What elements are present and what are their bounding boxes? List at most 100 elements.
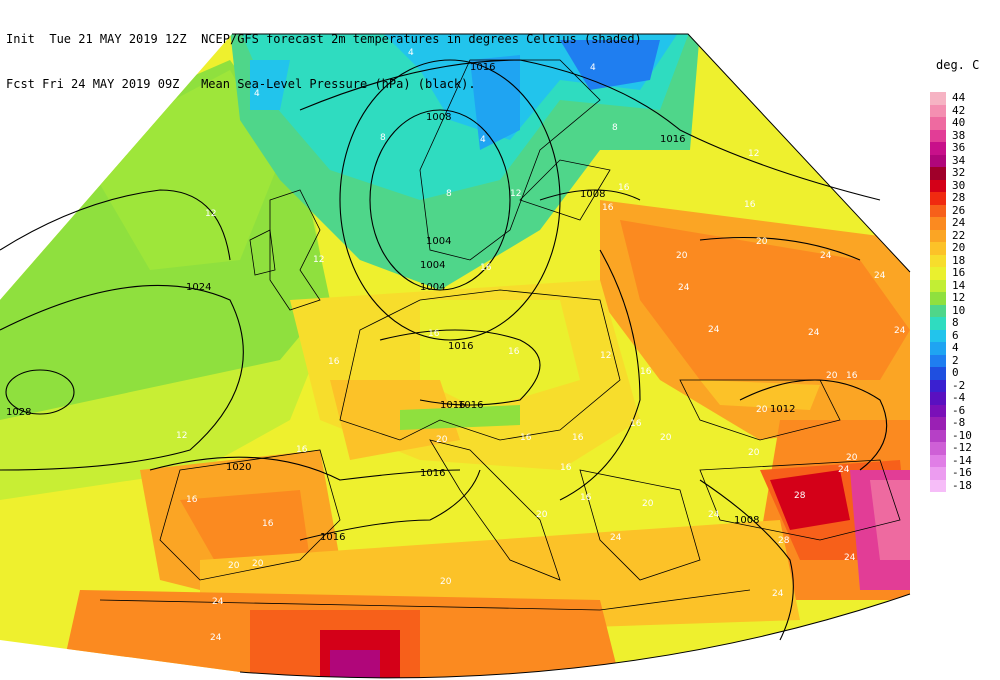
legend-swatch: [930, 204, 946, 217]
isobar-label: 1020: [226, 462, 251, 473]
legend-swatch: [930, 354, 946, 367]
temperature-label: 16: [520, 433, 532, 443]
legend-swatch: [930, 104, 946, 117]
legend-entry: 36: [930, 141, 996, 155]
legend-label: -4: [952, 391, 966, 404]
temperature-label: 16: [328, 357, 340, 367]
legend-entry: 32: [930, 166, 996, 180]
legend-label: -6: [952, 403, 966, 417]
header-forecast-line: Fcst Fri 24 MAY 2019 09Z Mean Sea-Level …: [6, 77, 476, 91]
temperature-label: 12: [205, 209, 216, 219]
temperature-label: 24: [838, 465, 850, 475]
temperature-label: 16: [580, 493, 592, 503]
temperature-label: 20: [846, 453, 858, 463]
legend-swatch: [930, 267, 946, 280]
temperature-label: 4: [254, 89, 260, 99]
isobar-label: 1016: [440, 400, 465, 411]
legend-label: 10: [952, 303, 966, 317]
legend-entry: 40: [930, 116, 996, 130]
temperature-label: 24: [708, 510, 720, 520]
temperature-label: 16: [630, 419, 642, 429]
legend-entry: -6: [930, 403, 996, 417]
temperature-label: 16: [602, 203, 614, 213]
legend-swatch: [930, 417, 946, 430]
temperature-label: 24: [678, 283, 690, 293]
legend-entry: 24: [930, 216, 996, 230]
isobar-label: 1016: [448, 341, 473, 352]
legend-entry: 26: [930, 204, 996, 217]
legend-entry: -2: [930, 378, 996, 392]
temperature-label: 28: [794, 491, 806, 501]
temperature-label: 16: [572, 433, 584, 443]
temperature-label: 24: [844, 553, 856, 563]
legend-label: 38: [952, 128, 966, 142]
temperature-label: 24: [828, 619, 840, 629]
temperature-label: 12: [510, 189, 521, 199]
temperature-label: 20: [436, 435, 448, 445]
legend-label: 6: [952, 328, 959, 342]
legend-label: 2: [952, 353, 959, 367]
legend-swatch: [930, 129, 946, 142]
legend-swatch: [930, 329, 946, 342]
temperature-label: 16: [744, 200, 756, 210]
legend-label: -12: [952, 441, 972, 454]
isobar-label-group: 1024 1028 1020 1016 1016 1016 1016 1016 …: [6, 62, 795, 543]
isobar-label: 1016: [470, 62, 495, 73]
isobar-label: 1024: [186, 282, 211, 293]
legend-swatch: [930, 442, 946, 455]
legend-label: 0: [952, 366, 959, 379]
legend-swatch: [930, 392, 946, 405]
legend-entry: -12: [930, 441, 996, 455]
isobar-label: 1004: [426, 236, 451, 247]
legend-swatch: [930, 167, 946, 180]
legend-swatch: [930, 229, 946, 242]
legend-label: 36: [952, 141, 966, 154]
legend-swatch: [930, 279, 946, 292]
legend-label: 44: [952, 91, 966, 104]
legend-swatch: [930, 117, 946, 130]
temperature-label: 20: [748, 448, 760, 458]
temperature-label: 20: [642, 499, 654, 509]
legend-entry: -8: [930, 416, 996, 430]
isobar-label: 1016: [320, 532, 345, 543]
legend-swatch: [930, 317, 946, 330]
temperature-label: 24: [894, 326, 906, 336]
temperature-label: 20: [228, 561, 240, 571]
legend-entry: 22: [930, 229, 996, 242]
legend-rows: 44 42 40 38 36 34 32 30 28 26 24 22 20 18 16 14 12 10 8 6 4 2…: [930, 91, 996, 492]
temperature-label: 24: [708, 325, 720, 335]
legend-title: deg. C: [936, 58, 980, 72]
isobar-label: 1008: [580, 189, 605, 200]
legend-entry: 8: [930, 316, 996, 330]
legend-swatch: [930, 92, 946, 105]
legend-swatch: [930, 242, 946, 255]
temperature-label: 20: [826, 371, 838, 381]
legend-label: 34: [952, 153, 966, 167]
legend-swatch: [930, 379, 946, 392]
temperature-label: 8: [380, 133, 386, 143]
temperature-label: 28: [778, 536, 790, 546]
legend-label: -16: [952, 466, 972, 479]
legend-swatch: [930, 429, 946, 442]
isobar-label: 1028: [6, 407, 31, 418]
temperature-label: 24: [772, 589, 784, 599]
legend-swatch: [930, 254, 946, 267]
temperature-label: 20: [252, 559, 264, 569]
temperature-label: 8: [446, 189, 452, 199]
legend-label: 30: [952, 178, 966, 192]
legend-label: -2: [952, 378, 966, 392]
temperature-label: 20: [756, 237, 768, 247]
legend-swatch: [930, 154, 946, 167]
temperature-label-group: 4 4 4 4 8 8 8 12 12 12 12 12 12 16 16 16…: [176, 48, 906, 643]
temperature-label: 24: [808, 328, 820, 338]
temperature-label: 20: [536, 510, 548, 520]
isobar-label: 1004: [420, 282, 445, 293]
temperature-label: 20: [676, 251, 688, 261]
legend-label: 32: [952, 166, 966, 179]
legend-label: 16: [952, 266, 966, 279]
temperature-label: 24: [820, 251, 832, 261]
isobar-label: 1004: [420, 260, 445, 271]
legend-entry: -10: [930, 429, 996, 442]
legend-label: 42: [952, 103, 966, 117]
legend-label: 12: [952, 291, 966, 304]
